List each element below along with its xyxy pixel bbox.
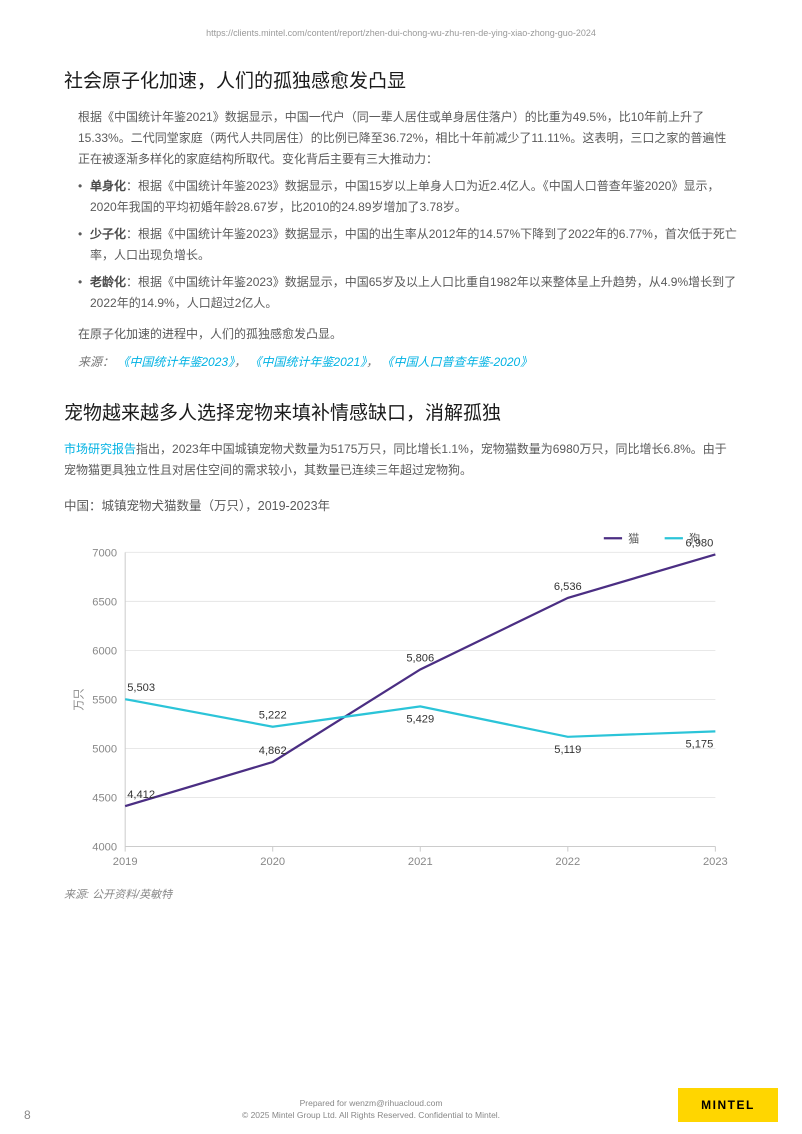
bullet-text: ：根据《中国统计年鉴2023》数据显示，中国的出生率从2012年的14.57%下…	[90, 227, 737, 262]
svg-text:5000: 5000	[92, 744, 117, 756]
bullet-label: 老龄化	[90, 275, 126, 289]
bullet-label: 少子化	[90, 227, 126, 241]
svg-text:2023: 2023	[703, 856, 728, 868]
bullet-item: 单身化：根据《中国统计年鉴2023》数据显示，中国15岁以上单身人口为近2.4亿…	[78, 176, 738, 218]
svg-text:5,175: 5,175	[685, 739, 713, 751]
svg-text:4500: 4500	[92, 793, 117, 805]
footer-line2: © 2025 Mintel Group Ltd. All Rights Rese…	[64, 1110, 678, 1122]
section2-para: 市场研究报告指出，2023年中国城镇宠物犬数量为5175万只，同比增长1.1%，…	[64, 439, 738, 481]
svg-text:2022: 2022	[555, 856, 580, 868]
svg-text:万只: 万只	[74, 688, 86, 710]
chart: 4000 4500 5000 5500 6000 6500 7000 万只 2019 2020 20…	[64, 522, 738, 882]
section2-para-text: 指出，2023年中国城镇宠物犬数量为5175万只，同比增长1.1%，宠物猫数量为…	[64, 442, 727, 477]
svg-text:4000: 4000	[92, 842, 117, 854]
svg-text:2019: 2019	[113, 856, 138, 868]
bullet-label: 单身化	[90, 179, 126, 193]
svg-text:5,119: 5,119	[554, 744, 581, 756]
bullet-text: ：根据《中国统计年鉴2023》数据显示，中国65岁及以上人口比重自1982年以来…	[90, 275, 736, 310]
footer-credits: Prepared for wenzm@rihuacloud.com © 2025…	[64, 1098, 678, 1122]
svg-text:5,429: 5,429	[406, 714, 434, 726]
svg-text:6,536: 6,536	[554, 581, 582, 593]
svg-text:5,503: 5,503	[127, 682, 155, 694]
svg-text:6,980: 6,980	[685, 537, 713, 549]
svg-text:5500: 5500	[92, 695, 117, 707]
svg-text:4,412: 4,412	[127, 789, 155, 801]
source-link[interactable]: 《中国人口普查年鉴-2020》	[381, 355, 532, 369]
svg-text:4,862: 4,862	[259, 745, 287, 757]
bullet-text: ：根据《中国统计年鉴2023》数据显示，中国15岁以上单身人口为近2.4亿人。《…	[90, 179, 719, 214]
footer-line1: Prepared for wenzm@rihuacloud.com	[64, 1098, 678, 1110]
page-number: 8	[24, 1108, 64, 1122]
section1-para2: 在原子化加速的进程中，人们的孤独感愈发凸显。	[64, 324, 738, 345]
source-sep: ，	[366, 355, 378, 369]
svg-text:猫: 猫	[628, 532, 639, 545]
source-sep: ，	[234, 355, 246, 369]
header-url: https://clients.mintel.com/content/repor…	[64, 28, 738, 38]
section1-title: 社会原子化加速，人们的孤独感愈发凸显	[64, 66, 738, 93]
svg-text:6000: 6000	[92, 646, 117, 658]
svg-text:5,222: 5,222	[259, 710, 287, 722]
svg-text:2021: 2021	[408, 856, 433, 868]
bullet-item: 少子化：根据《中国统计年鉴2023》数据显示，中国的出生率从2012年的14.5…	[78, 224, 738, 266]
report-link[interactable]: 市场研究报告	[64, 442, 136, 456]
source-link[interactable]: 《中国统计年鉴2023》	[117, 355, 234, 369]
source-label: 来源：	[78, 355, 114, 369]
section1-para1: 根据《中国统计年鉴2021》数据显示，中国一代户（同一辈人居住或单身居住落户）的…	[64, 107, 738, 170]
svg-text:5,806: 5,806	[406, 652, 434, 664]
section2-title: 宠物越来越多人选择宠物来填补情感缺口，消解孤独	[64, 398, 738, 425]
svg-text:2020: 2020	[260, 856, 285, 868]
chart-svg: 4000 4500 5000 5500 6000 6500 7000 万只 2019 2020 20…	[64, 522, 738, 882]
svg-text:6500: 6500	[92, 596, 117, 608]
chart-source: 来源: 公开资料/英敏特	[64, 886, 738, 902]
brand-badge: MINTEL	[678, 1088, 778, 1122]
bullet-list: 单身化：根据《中国统计年鉴2023》数据显示，中国15岁以上单身人口为近2.4亿…	[64, 176, 738, 314]
source-link[interactable]: 《中国统计年鉴2021》	[249, 355, 366, 369]
chart-caption: 中国：城镇宠物犬猫数量（万只），2019-2023年	[64, 495, 738, 514]
bullet-item: 老龄化：根据《中国统计年鉴2023》数据显示，中国65岁及以上人口比重自1982…	[78, 272, 738, 314]
svg-text:7000: 7000	[92, 547, 117, 559]
section1-source: 来源： 《中国统计年鉴2023》， 《中国统计年鉴2021》， 《中国人口普查年…	[64, 353, 738, 370]
footer: 8 Prepared for wenzm@rihuacloud.com © 20…	[0, 1088, 802, 1122]
